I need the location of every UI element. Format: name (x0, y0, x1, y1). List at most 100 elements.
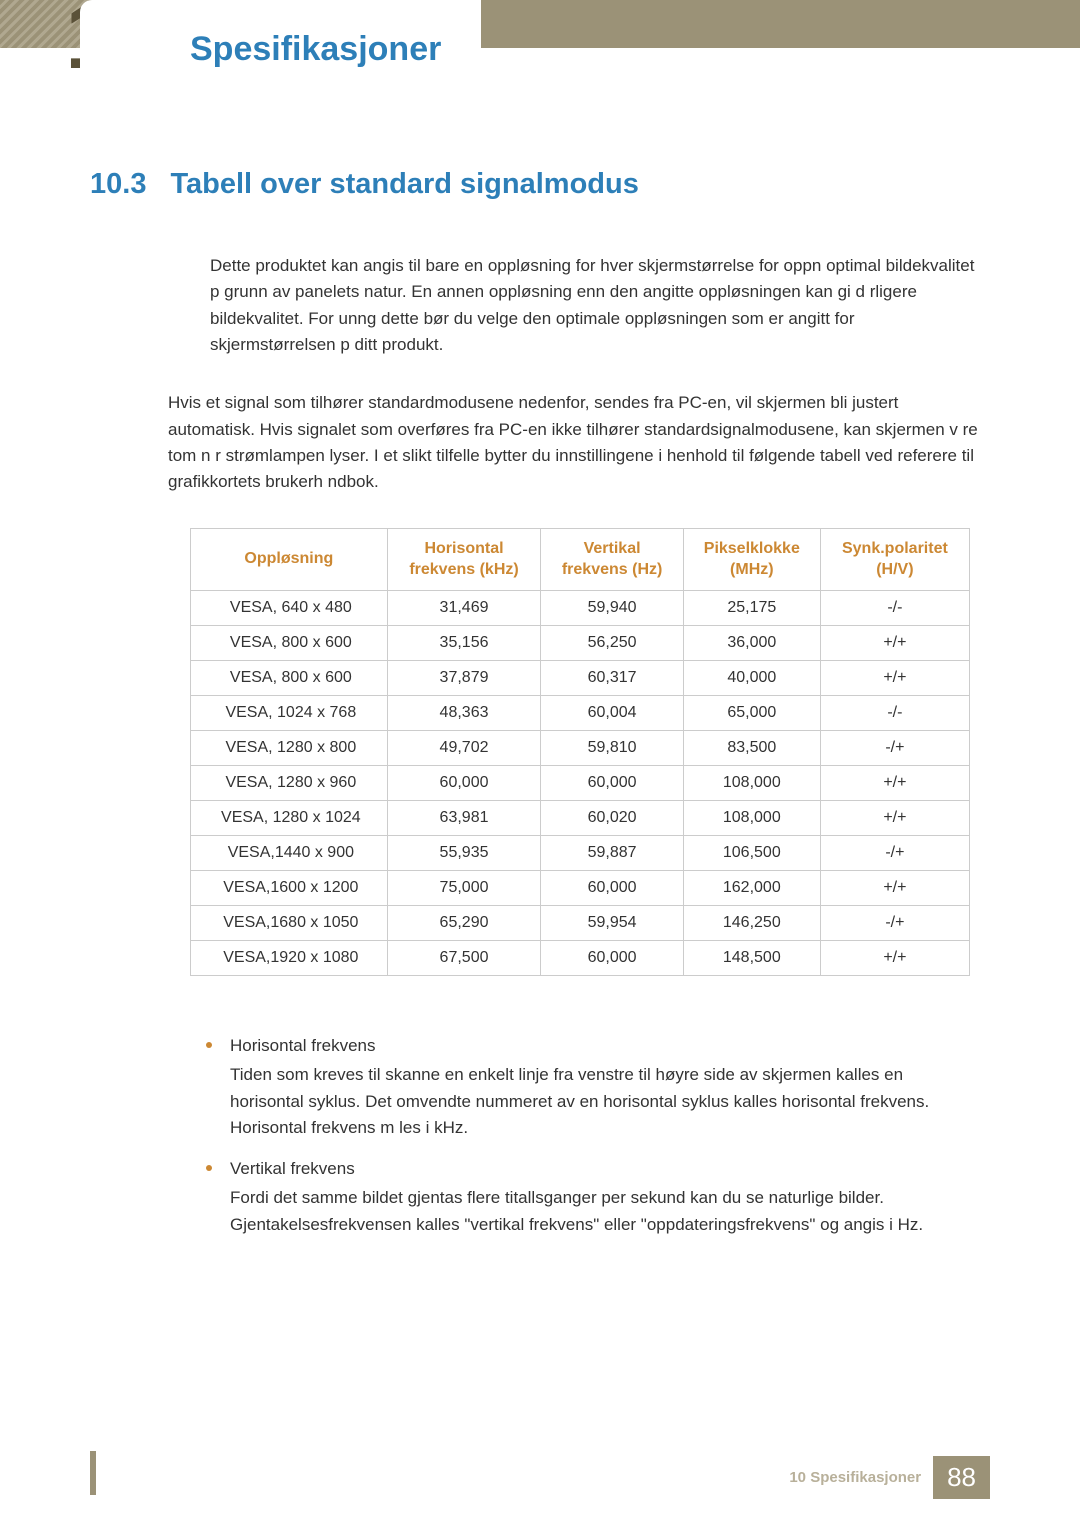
table-cell: VESA,1600 x 1200 (191, 871, 388, 906)
table-cell: 162,000 (683, 871, 820, 906)
table-row: VESA, 800 x 60035,15656,25036,000+/+ (191, 626, 970, 661)
table-cell: 60,000 (387, 766, 541, 801)
table-cell: VESA,1440 x 900 (191, 836, 388, 871)
table-cell: +/+ (820, 766, 969, 801)
table-cell: +/+ (820, 661, 969, 696)
note-label: Vertikal frekvens (230, 1159, 970, 1179)
table-cell: -/- (820, 696, 969, 731)
content-area: 10.3 Tabell over standard signalmodus Det… (0, 48, 1080, 1238)
table-cell: -/- (820, 591, 969, 626)
table-cell: 56,250 (541, 626, 683, 661)
table-cell: 35,156 (387, 626, 541, 661)
col-vertical-freq: Vertikal frekvens (Hz) (541, 528, 683, 591)
table-cell: VESA, 800 x 600 (191, 661, 388, 696)
th-text: (H/V) (876, 561, 913, 578)
table-cell: 49,702 (387, 731, 541, 766)
table-cell: 65,000 (683, 696, 820, 731)
table-cell: VESA, 1280 x 1024 (191, 801, 388, 836)
table-cell: 40,000 (683, 661, 820, 696)
th-text: frekvens (kHz) (409, 561, 518, 578)
table-row: VESA, 1280 x 80049,70259,81083,500-/+ (191, 731, 970, 766)
table-cell: 59,954 (541, 906, 683, 941)
table-row: VESA,1680 x 105065,29059,954146,250-/+ (191, 906, 970, 941)
table-cell: 36,000 (683, 626, 820, 661)
note-body: Fordi det samme bildet gjentas flere tit… (230, 1185, 970, 1238)
intro-text: Dette produktet kan angis til bare en op… (210, 253, 980, 358)
table-cell: 59,940 (541, 591, 683, 626)
note-body: Tiden som kreves til skanne en enkelt li… (230, 1062, 970, 1141)
col-horizontal-freq: Horisontal frekvens (kHz) (387, 528, 541, 591)
table-cell: +/+ (820, 871, 969, 906)
table-row: VESA,1920 x 108067,50060,000148,500+/+ (191, 941, 970, 976)
table-cell: 63,981 (387, 801, 541, 836)
table-row: VESA, 1280 x 96060,00060,000108,000+/+ (191, 766, 970, 801)
notes-block: Horisontal frekvens Tiden som kreves til … (230, 1036, 970, 1238)
th-text: Oppløsning (244, 550, 333, 567)
table-cell: 60,000 (541, 941, 683, 976)
note-label: Horisontal frekvens (230, 1036, 970, 1056)
table-cell: 60,000 (541, 871, 683, 906)
section-heading: 10.3 Tabell over standard signalmodus (90, 168, 990, 201)
signal-modes-table: Oppløsning Horisontal frekvens (kHz) Vert… (190, 528, 970, 977)
table-row: VESA, 800 x 60037,87960,31740,000+/+ (191, 661, 970, 696)
section-number: 10.3 (90, 168, 146, 201)
table-cell: -/+ (820, 836, 969, 871)
section-title: Tabell over standard signalmodus (170, 168, 638, 200)
footer-label: 10 Spesifikasjoner (789, 1469, 921, 1486)
table-cell: 37,879 (387, 661, 541, 696)
table-row: VESA,1440 x 90055,93559,887106,500-/+ (191, 836, 970, 871)
col-pixel-clock: Pikselklokke (MHz) (683, 528, 820, 591)
table-cell: 60,317 (541, 661, 683, 696)
table-cell: 148,500 (683, 941, 820, 976)
table-cell: -/+ (820, 906, 969, 941)
table-cell: VESA, 800 x 600 (191, 626, 388, 661)
th-text: (MHz) (730, 561, 774, 578)
table-cell: 60,000 (541, 766, 683, 801)
th-text: Synk.polaritet (842, 540, 948, 557)
table-cell: 83,500 (683, 731, 820, 766)
th-text: Pikselklokke (704, 540, 800, 557)
table-cell: 48,363 (387, 696, 541, 731)
table-cell: 67,500 (387, 941, 541, 976)
footer-page-number: 88 (933, 1456, 990, 1499)
table-cell: VESA, 640 x 480 (191, 591, 388, 626)
table-cell: 59,887 (541, 836, 683, 871)
bullet-icon (206, 1042, 212, 1048)
table-cell: 60,004 (541, 696, 683, 731)
table-cell: 60,020 (541, 801, 683, 836)
table-cell: 59,810 (541, 731, 683, 766)
th-text: frekvens (Hz) (562, 561, 662, 578)
header-title-wrap: Spesifikasjoner (80, 0, 481, 80)
col-sync-polarity: Synk.polaritet (H/V) (820, 528, 969, 591)
table-cell: -/+ (820, 731, 969, 766)
table-cell: VESA, 1024 x 768 (191, 696, 388, 731)
table-cell: VESA, 1280 x 960 (191, 766, 388, 801)
table-cell: 108,000 (683, 801, 820, 836)
col-resolution: Oppløsning (191, 528, 388, 591)
th-text: Horisontal (424, 540, 503, 557)
table-header-row: Oppløsning Horisontal frekvens (kHz) Vert… (191, 528, 970, 591)
table-row: VESA, 1280 x 102463,98160,020108,000+/+ (191, 801, 970, 836)
table-row: VESA, 1024 x 76848,36360,00465,000-/- (191, 696, 970, 731)
table-cell: VESA,1680 x 1050 (191, 906, 388, 941)
table-body: VESA, 640 x 48031,46959,94025,175-/-VESA… (191, 591, 970, 976)
header-title: Spesifikasjoner (190, 30, 441, 69)
table-cell: 106,500 (683, 836, 820, 871)
table-cell: +/+ (820, 941, 969, 976)
table-cell: 75,000 (387, 871, 541, 906)
table-cell: VESA, 1280 x 800 (191, 731, 388, 766)
table-cell: +/+ (820, 801, 969, 836)
table-cell: 108,000 (683, 766, 820, 801)
table-cell: 146,250 (683, 906, 820, 941)
note-item: Horisontal frekvens Tiden som kreves til … (230, 1036, 970, 1141)
bullet-icon (206, 1165, 212, 1171)
table-cell: VESA,1920 x 1080 (191, 941, 388, 976)
th-text: Vertikal (584, 540, 641, 557)
intro-block: Dette produktet kan angis til bare en op… (210, 253, 980, 358)
header-band: 10 Spesifikasjoner (0, 0, 1080, 48)
footer-bar-icon (90, 1451, 96, 1495)
table-cell: 55,935 (387, 836, 541, 871)
table-row: VESA,1600 x 120075,00060,000162,000+/+ (191, 871, 970, 906)
note-item: Vertikal frekvens Fordi det samme bildet … (230, 1159, 970, 1238)
table-cell: 65,290 (387, 906, 541, 941)
